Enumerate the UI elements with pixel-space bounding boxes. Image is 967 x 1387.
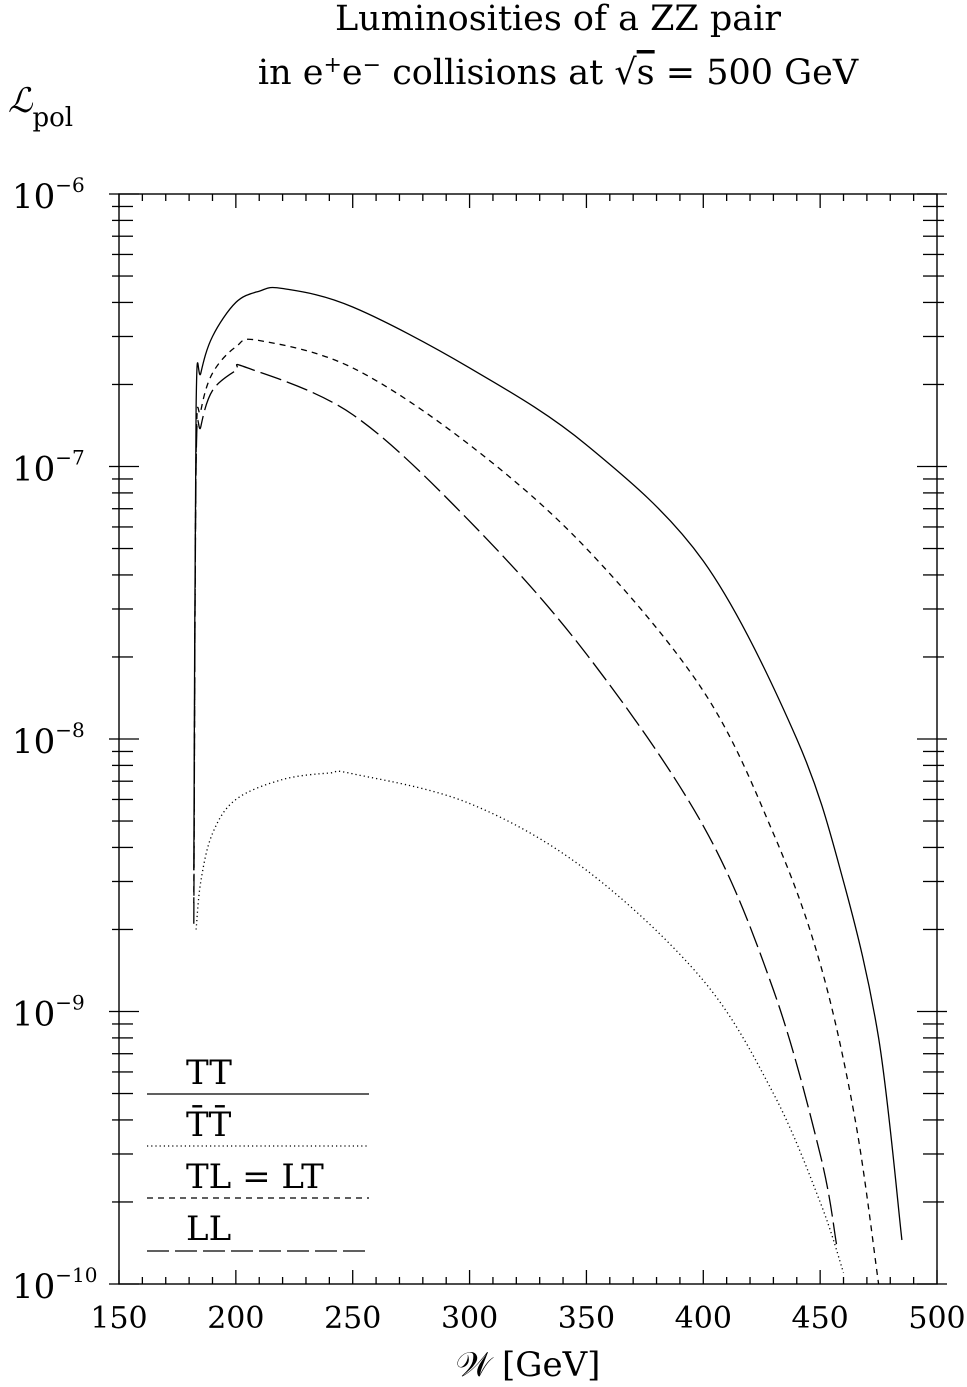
y-tick-label: 10−8 bbox=[12, 718, 85, 762]
curve-series-3 bbox=[193, 338, 880, 1285]
legend-label-tt: TT bbox=[186, 1053, 232, 1093]
chart-title-line1: Luminosities of a ZZ pair bbox=[335, 0, 781, 39]
legend-label-tbar: T̄T̄ bbox=[186, 1104, 232, 1145]
x-tick-label: 500 bbox=[908, 1301, 965, 1336]
y-tick-label: 10−7 bbox=[12, 446, 85, 490]
axis-ticks bbox=[109, 193, 947, 1285]
curve-series-2 bbox=[195, 770, 845, 1273]
curve-series-4 bbox=[193, 363, 838, 1245]
y-axis-label: ℒpol bbox=[8, 81, 73, 133]
x-tick-labels: 150 200 250 300 350 400 450 500 bbox=[90, 1301, 965, 1336]
chart-title-line2: in e+e− collisions at √s = 500 GeV bbox=[258, 53, 859, 93]
y-tick-labels: 10−6 10−7 10−8 10−9 10−10 bbox=[12, 173, 97, 1307]
legend-label-tl: TL = LT bbox=[186, 1157, 324, 1197]
x-tick-label: 200 bbox=[207, 1301, 264, 1336]
y-tick-label: 10−10 bbox=[12, 1263, 97, 1307]
x-tick-label: 450 bbox=[792, 1301, 849, 1336]
legend: TT T̄T̄ TL = LT LL bbox=[147, 1053, 369, 1252]
x-tick-label: 300 bbox=[441, 1301, 498, 1336]
curves bbox=[193, 286, 903, 1285]
x-axis-label: 𝒲 [GeV] bbox=[456, 1345, 601, 1385]
curve-series-1 bbox=[193, 286, 903, 1241]
x-tick-label: 350 bbox=[558, 1301, 615, 1336]
x-tick-label: 150 bbox=[90, 1301, 147, 1336]
plot-frame bbox=[118, 193, 938, 1285]
legend-label-ll: LL bbox=[186, 1209, 231, 1249]
x-tick-label: 250 bbox=[324, 1301, 381, 1336]
y-tick-label: 10−9 bbox=[12, 991, 85, 1035]
y-tick-label: 10−6 bbox=[12, 173, 85, 217]
x-tick-label: 400 bbox=[675, 1301, 732, 1336]
